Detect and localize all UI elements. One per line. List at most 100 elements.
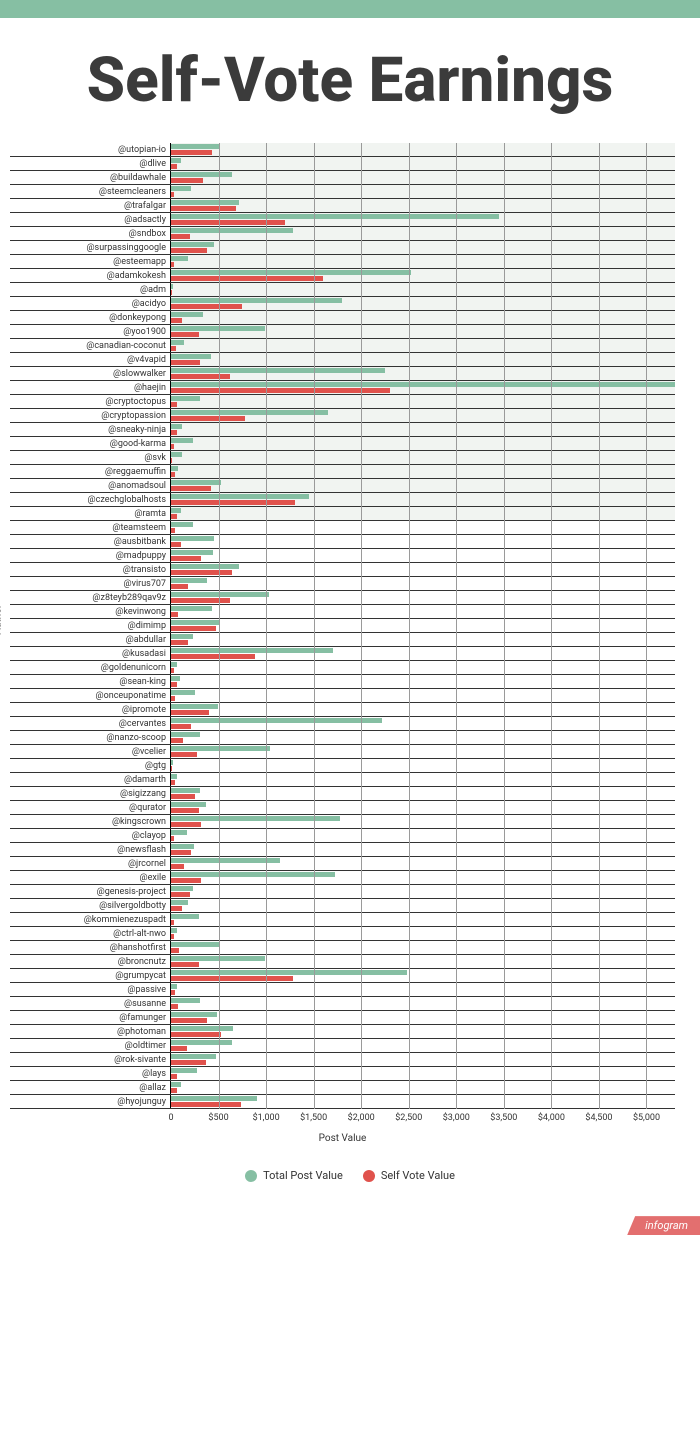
table-row: @kingscrown [10, 815, 675, 829]
bar-cell [170, 633, 675, 646]
bar-total [171, 970, 407, 975]
author-label: @famunger [10, 1013, 170, 1023]
x-tick-label: $5,000 [633, 1113, 660, 1123]
table-row: @dlive [10, 157, 675, 171]
bar-self [171, 1102, 241, 1107]
bar-total [171, 564, 239, 569]
table-row: @kommienezuspadt [10, 913, 675, 927]
bar-cell [170, 353, 675, 366]
author-label: @ausbitbank [10, 537, 170, 547]
bar-self [171, 248, 207, 253]
bar-self [171, 346, 176, 351]
bar-self [171, 332, 199, 337]
bar-total [171, 998, 200, 1003]
bar-cell [170, 815, 675, 828]
bar-self [171, 780, 175, 785]
table-row: @reggaemuffin [10, 465, 675, 479]
table-row: @trafalgar [10, 199, 675, 213]
bar-total [171, 648, 333, 653]
bar-cell [170, 857, 675, 870]
bar-self [171, 304, 242, 309]
bar-cell [170, 703, 675, 716]
bar-total [171, 1040, 232, 1045]
bar-total [171, 774, 177, 779]
bar-total [171, 326, 265, 331]
bar-cell [170, 227, 675, 240]
table-row: @adamkokesh [10, 269, 675, 283]
table-row: @allaz [10, 1081, 675, 1095]
bar-self [171, 668, 174, 673]
bar-total [171, 620, 219, 625]
bar-cell [170, 493, 675, 506]
author-label: @z8teyb289qav9z [10, 593, 170, 603]
brand-badge[interactable]: infogram [627, 1216, 700, 1235]
bar-self [171, 626, 216, 631]
bar-cell [170, 185, 675, 198]
author-label: @trafalgar [10, 201, 170, 211]
bar-total [171, 186, 191, 191]
chart-container: Author @utopian-io@dlive@buildawhale@ste… [0, 133, 700, 1154]
table-row: @qurator [10, 801, 675, 815]
bar-total [171, 844, 194, 849]
table-row: @goldenunicorn [10, 661, 675, 675]
bar-total [171, 200, 239, 205]
bar-total [171, 466, 178, 471]
bar-total [171, 1096, 257, 1101]
author-label: @utopian-io [10, 145, 170, 155]
bar-cell [170, 661, 675, 674]
bar-self [171, 654, 255, 659]
bar-total [171, 690, 195, 695]
table-row: @cryptopassion [10, 409, 675, 423]
bar-total [171, 746, 270, 751]
author-label: @kusadasi [10, 649, 170, 659]
table-row: @slowwalker [10, 367, 675, 381]
page-title: Self-Vote Earnings [0, 18, 700, 133]
bar-total [171, 1068, 197, 1073]
bar-total [171, 550, 213, 555]
bar-total [171, 284, 173, 289]
table-row: @ramta [10, 507, 675, 521]
bar-cell [170, 619, 675, 632]
bar-cell [170, 759, 675, 772]
bar-total [171, 872, 335, 877]
author-label: @reggaemuffin [10, 467, 170, 477]
author-label: @surpassinggoogle [10, 243, 170, 253]
bar-cell [170, 885, 675, 898]
footer: infogram [0, 1207, 700, 1241]
table-row: @oldtimer [10, 1039, 675, 1053]
author-label: @acidyo [10, 299, 170, 309]
author-label: @ctrl-alt-nwo [10, 929, 170, 939]
bar-self [171, 514, 177, 519]
x-tick-label: $2,500 [395, 1113, 422, 1123]
author-label: @cryptoctopus [10, 397, 170, 407]
table-row: @hyojunguy [10, 1095, 675, 1109]
x-tick-label: $2,000 [348, 1113, 375, 1123]
author-label: @broncnutz [10, 957, 170, 967]
x-axis: 0$500$1,000$1,500$2,000$2,500$3,000$3,50… [171, 1109, 675, 1131]
bar-cell [170, 955, 675, 968]
bar-total [171, 438, 193, 443]
bar-self [171, 1032, 221, 1037]
bar-cell [170, 871, 675, 884]
legend-item-total: Total Post Value [245, 1169, 343, 1182]
table-row: @cryptoctopus [10, 395, 675, 409]
table-row: @hanshotfirst [10, 941, 675, 955]
bar-cell [170, 283, 675, 296]
bar-self [171, 710, 209, 715]
bar-total [171, 340, 184, 345]
bar-total [171, 298, 342, 303]
author-label: @slowwalker [10, 369, 170, 379]
bar-total [171, 242, 214, 247]
author-label: @damarth [10, 775, 170, 785]
x-axis-label: Post Value [10, 1133, 675, 1144]
bar-total [171, 718, 382, 723]
legend-item-self: Self Vote Value [363, 1169, 455, 1182]
table-row: @esteemapp [10, 255, 675, 269]
bar-cell [170, 647, 675, 660]
bar-cell [170, 843, 675, 856]
bar-cell [170, 563, 675, 576]
bar-self [171, 164, 177, 169]
bar-cell [170, 199, 675, 212]
bar-self [171, 360, 200, 365]
bar-cell [170, 591, 675, 604]
